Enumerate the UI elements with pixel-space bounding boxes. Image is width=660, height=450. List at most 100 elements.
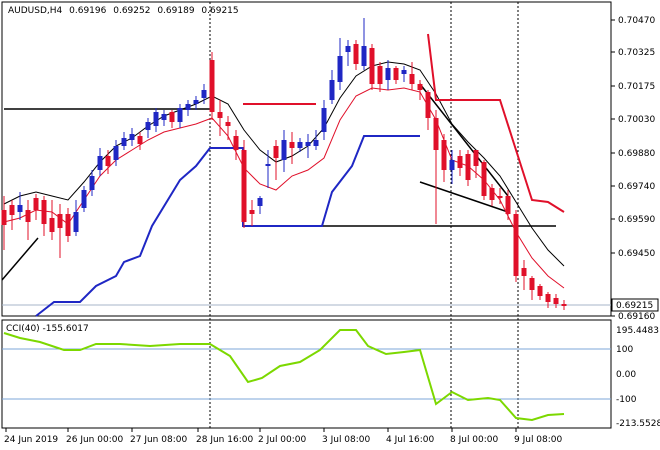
bear-candle bbox=[457, 156, 463, 168]
time-tick-label: 9 Jul 08:00 bbox=[514, 435, 563, 445]
bear-candle bbox=[225, 122, 231, 126]
bull-candle bbox=[321, 108, 327, 132]
bear-candle bbox=[433, 118, 439, 150]
cci-tick-label: 195.4483 bbox=[616, 326, 659, 336]
bull-candle bbox=[265, 164, 271, 166]
bear-candle bbox=[481, 162, 487, 196]
bull-candle bbox=[185, 104, 191, 110]
bear-candle bbox=[473, 150, 479, 166]
bull-candle bbox=[345, 46, 351, 52]
candlestick-series bbox=[1, 18, 567, 310]
bull-candle bbox=[73, 212, 79, 232]
bear-candle bbox=[521, 268, 527, 276]
price-tick-label: 0.70470 bbox=[618, 16, 655, 26]
channel-low-line bbox=[35, 135, 420, 317]
bear-candle bbox=[41, 200, 47, 224]
bear-candle bbox=[289, 142, 295, 148]
bull-candle bbox=[297, 142, 303, 148]
bear-candle bbox=[105, 156, 111, 166]
bear-candle bbox=[49, 218, 55, 232]
main-panel-frame bbox=[1, 1, 612, 317]
bear-candle bbox=[409, 74, 415, 84]
price-tick-label: 0.70030 bbox=[618, 115, 655, 125]
bear-candle bbox=[465, 154, 471, 180]
bear-candle bbox=[241, 150, 247, 222]
bear-candle bbox=[561, 304, 567, 306]
bear-candle bbox=[33, 198, 39, 210]
bull-candle bbox=[281, 140, 287, 160]
bull-candle bbox=[161, 114, 167, 120]
cci-line bbox=[3, 329, 565, 422]
bear-candle bbox=[553, 298, 559, 304]
time-tick-label: 26 Jun 00:00 bbox=[66, 435, 123, 445]
channel-high-line-2 bbox=[427, 33, 565, 213]
bear-candle bbox=[529, 278, 535, 290]
bear-candle bbox=[137, 136, 143, 144]
header-symbol: AUDUSD,H4 0.69196 0.69252 0.69189 0.6921… bbox=[8, 6, 239, 16]
time-tick-label: 27 Jun 08:00 bbox=[130, 435, 187, 445]
bear-candle bbox=[441, 140, 447, 170]
bear-candle bbox=[513, 214, 519, 276]
bull-candle bbox=[121, 138, 127, 146]
support-resistance-lines bbox=[1, 83, 556, 281]
bear-candle bbox=[25, 210, 31, 222]
bull-candle bbox=[177, 108, 183, 122]
bear-candle bbox=[9, 205, 15, 215]
bear-candle bbox=[377, 66, 383, 84]
cci-tick-label: 0.00 bbox=[616, 370, 636, 380]
bear-candle bbox=[217, 112, 223, 118]
bull-candle bbox=[329, 80, 335, 100]
bull-candle bbox=[449, 160, 455, 170]
bull-candle bbox=[305, 142, 311, 146]
price-tick-label: 0.69740 bbox=[618, 182, 655, 192]
bull-candle bbox=[401, 70, 407, 74]
bull-candle bbox=[129, 134, 135, 140]
time-tick-label: 24 Jun 2019 bbox=[4, 435, 58, 445]
cci-tick-label: -100 bbox=[616, 395, 637, 405]
cci-tick-label: -213.5528 bbox=[616, 419, 660, 429]
bull-candle bbox=[81, 190, 87, 208]
time-tick-label: 4 Jul 16:00 bbox=[386, 435, 435, 445]
bear-candle bbox=[1, 210, 7, 225]
bull-candle bbox=[153, 112, 159, 126]
bear-candle bbox=[545, 294, 551, 302]
bear-candle bbox=[489, 188, 495, 200]
bear-candle bbox=[273, 146, 279, 158]
price-tick-label: 0.70175 bbox=[618, 82, 655, 92]
bear-candle bbox=[505, 196, 511, 214]
price-axis: 0.70470 0.70325 0.70175 0.70030 0.69880 0.697… bbox=[611, 16, 655, 322]
bull-candle bbox=[385, 68, 391, 80]
bull-candle bbox=[257, 198, 263, 206]
bear-candle bbox=[425, 92, 431, 118]
bear-candle bbox=[57, 214, 63, 228]
bull-candle bbox=[145, 122, 151, 130]
current-price-box bbox=[611, 298, 659, 312]
bull-candle bbox=[313, 140, 319, 146]
cci-label: CCI(40) -155.6017 bbox=[6, 324, 89, 334]
price-tick-label: 0.69450 bbox=[618, 249, 655, 259]
bull-candle bbox=[337, 56, 343, 82]
price-tick-label: 0.70325 bbox=[618, 48, 655, 58]
current-price-label: 0.69215 bbox=[616, 301, 653, 311]
time-tick-label: 2 Jul 00:00 bbox=[258, 435, 307, 445]
bear-candle bbox=[233, 136, 239, 150]
bear-candle bbox=[353, 44, 359, 64]
cci-tick-label: 100 bbox=[616, 345, 633, 355]
bull-candle bbox=[17, 205, 23, 212]
time-tick-label: 8 Jul 00:00 bbox=[450, 435, 499, 445]
time-tick-label: 28 Jun 16:00 bbox=[196, 435, 253, 445]
cci-panel-frame bbox=[1, 319, 612, 429]
bear-candle bbox=[417, 84, 423, 90]
bull-candle bbox=[113, 146, 119, 160]
cci-axis: 195.4483 100 0.00 -100 -213.5528 bbox=[616, 326, 660, 429]
bear-candle bbox=[249, 210, 255, 214]
bull-candle bbox=[89, 176, 95, 190]
bear-candle bbox=[537, 286, 543, 296]
bull-candle bbox=[97, 156, 103, 170]
time-axis: 24 Jun 2019 26 Jun 00:00 27 Jun 08:00 28 Ju… bbox=[4, 428, 563, 445]
bull-candle bbox=[361, 46, 367, 66]
bear-candle bbox=[169, 112, 175, 122]
bear-candle bbox=[393, 68, 399, 80]
time-tick-label: 3 Jul 08:00 bbox=[322, 435, 371, 445]
